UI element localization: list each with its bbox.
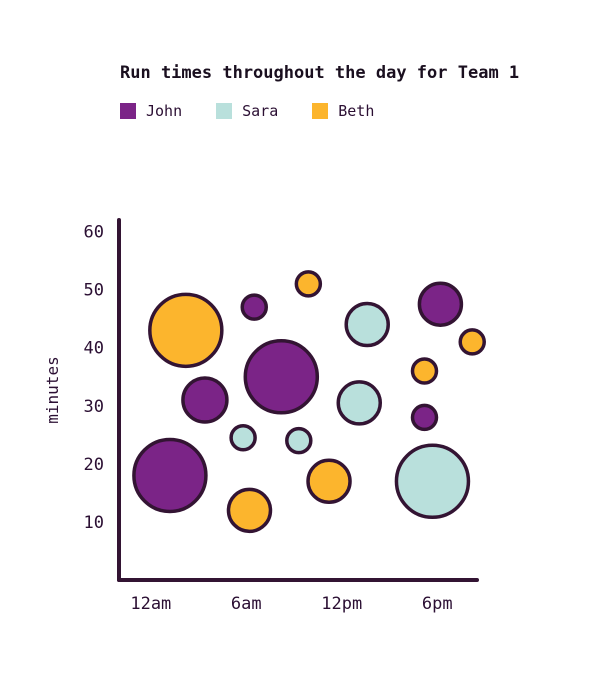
legend-label-john: John	[146, 102, 183, 120]
legend-swatch-john	[120, 103, 136, 119]
x-tick-label: 6am	[231, 594, 262, 614]
legend-swatch-beth	[312, 103, 329, 119]
bubble-sara	[285, 426, 313, 455]
bubble-sara	[336, 380, 383, 426]
legend-item-beth: Beth	[312, 102, 374, 120]
bubble-beth	[148, 292, 224, 369]
legend-label-beth: Beth	[338, 102, 375, 120]
legend-swatch-sara	[216, 103, 233, 119]
bubble-sara	[394, 443, 471, 520]
x-tick-label: 12pm	[321, 594, 362, 614]
bubble-beth	[458, 328, 486, 356]
legend-item-sara: Sara	[216, 102, 278, 120]
chart-title: Run times throughout the day for Team 1	[120, 63, 520, 83]
y-tick-label: 20	[84, 455, 104, 475]
y-tick-label: 30	[84, 397, 104, 417]
x-tick-label: 12am	[130, 594, 171, 614]
bubble-beth	[410, 357, 439, 385]
y-tick-label: 40	[84, 339, 104, 359]
y-tick-label: 50	[84, 281, 104, 301]
bubble-sara	[344, 301, 390, 348]
legend-item-john: John	[120, 102, 182, 120]
y-tick-label: 60	[84, 223, 104, 243]
y-tick-label: 10	[84, 513, 104, 533]
legend-label-sara: Sara	[242, 102, 279, 120]
bubble-beth	[306, 458, 352, 505]
bubble-john	[410, 403, 439, 432]
bubble-beth	[226, 487, 273, 534]
bubble-john	[132, 437, 208, 514]
bubble-john	[240, 293, 268, 321]
x-tick-label: 6pm	[422, 594, 453, 614]
y-axis-label: minutes	[43, 356, 62, 423]
bubble-john	[181, 376, 229, 424]
legend: John Sara Beth	[120, 102, 408, 120]
bubble-john	[417, 281, 464, 327]
bubble-sara	[229, 423, 257, 452]
bubble-john	[243, 339, 320, 415]
bubble-beth	[294, 270, 323, 298]
